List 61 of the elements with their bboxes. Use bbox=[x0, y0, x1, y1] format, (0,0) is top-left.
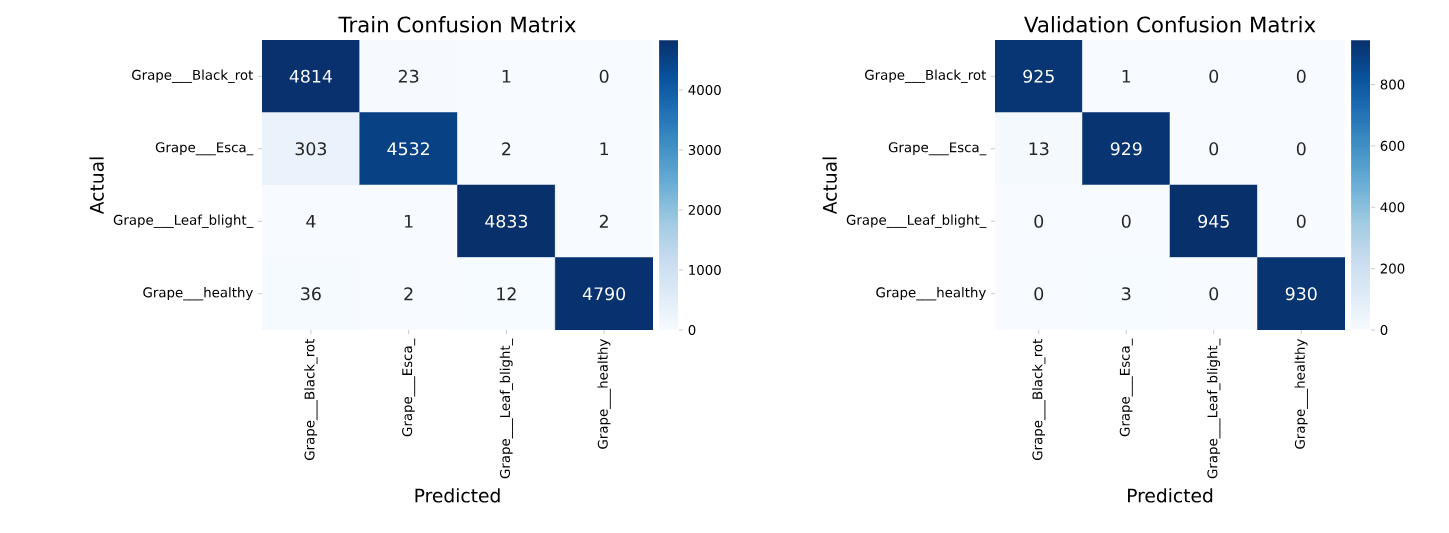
color-bar-label: 4000 bbox=[688, 84, 721, 96]
x-tick-label: Grape___Leaf_blight_ bbox=[1207, 338, 1221, 479]
data-label: 303 bbox=[295, 142, 327, 156]
data-label: 929 bbox=[1110, 142, 1142, 156]
data-label: 0 bbox=[1296, 142, 1306, 156]
x-tick-label: Grape___Esca_ bbox=[1119, 338, 1133, 437]
color-bar-label: 200 bbox=[1380, 263, 1405, 274]
color-bar-label: 0 bbox=[688, 324, 696, 336]
chart-title: Train Confusion Matrix bbox=[338, 16, 576, 33]
data-label: 2 bbox=[599, 214, 608, 228]
data-label: 4814 bbox=[289, 69, 332, 83]
y-tick-label: Grape___healthy bbox=[876, 287, 986, 301]
data-label: 13 bbox=[1029, 142, 1049, 156]
color-bar-label: 800 bbox=[1380, 79, 1405, 90]
data-label: 0 bbox=[1034, 214, 1044, 228]
data-label: 0 bbox=[1209, 287, 1219, 301]
color-bar-label: 400 bbox=[1380, 202, 1405, 213]
x-tick-label: Grape___Esca_ bbox=[402, 338, 416, 437]
data-label: 4833 bbox=[485, 214, 528, 228]
data-label: 0 bbox=[1034, 287, 1044, 301]
data-label: 930 bbox=[1285, 287, 1317, 301]
color-bar-label: 2000 bbox=[688, 204, 721, 216]
data-label: 1 bbox=[600, 142, 609, 156]
y-tick-label: Grape___Leaf_blight_ bbox=[846, 214, 987, 228]
y-axis-title: Actual bbox=[822, 157, 837, 215]
data-label: 1 bbox=[1122, 69, 1131, 83]
y-axis-title: Actual bbox=[89, 157, 104, 215]
data-label: 2 bbox=[502, 142, 511, 156]
y-tick-label: Grape___Black_rot bbox=[132, 69, 253, 83]
data-label: 2 bbox=[404, 287, 413, 301]
x-tick-label: Grape___Leaf_blight_ bbox=[499, 338, 514, 479]
data-label: 0 bbox=[1209, 142, 1219, 156]
data-label: 0 bbox=[1209, 69, 1219, 83]
data-label: 945 bbox=[1198, 214, 1229, 228]
chart-title: Validation Confusion Matrix bbox=[1024, 16, 1316, 33]
data-label: 36 bbox=[301, 287, 321, 301]
data-label: 0 bbox=[1121, 214, 1131, 228]
color-bar-label: 600 bbox=[1380, 140, 1405, 151]
y-tick-label: Grape___Esca_ bbox=[155, 142, 254, 156]
data-label: 3 bbox=[1122, 287, 1131, 301]
data-label: 1 bbox=[405, 214, 413, 228]
color-bar-label: 1000 bbox=[689, 264, 721, 276]
x-axis-title: Predicted bbox=[1128, 488, 1213, 503]
color-bar-label: 0 bbox=[1380, 324, 1388, 336]
data-label: 0 bbox=[1296, 214, 1306, 228]
data-label: 0 bbox=[599, 69, 609, 83]
data-label: 1 bbox=[502, 69, 511, 83]
x-tick-label: Grape___healthy bbox=[1294, 339, 1308, 449]
y-tick-label: Grape___Black_rot bbox=[865, 69, 986, 83]
y-tick-label: Grape___healthy bbox=[143, 287, 253, 301]
data-label: 23 bbox=[398, 69, 419, 83]
color-bar-label: 3000 bbox=[688, 144, 721, 156]
data-label: 4790 bbox=[582, 287, 626, 301]
data-label: 4532 bbox=[387, 142, 429, 156]
y-tick-label: Grape___Leaf_blight_ bbox=[113, 214, 254, 228]
data-label: 0 bbox=[1296, 69, 1306, 83]
y-tick-label: Grape___Esca_ bbox=[888, 142, 987, 156]
data-label: 925 bbox=[1023, 69, 1054, 83]
x-tick-label: Grape___healthy bbox=[597, 339, 611, 449]
x-axis-title: Predicted bbox=[415, 488, 500, 503]
data-label: 4 bbox=[306, 214, 316, 228]
